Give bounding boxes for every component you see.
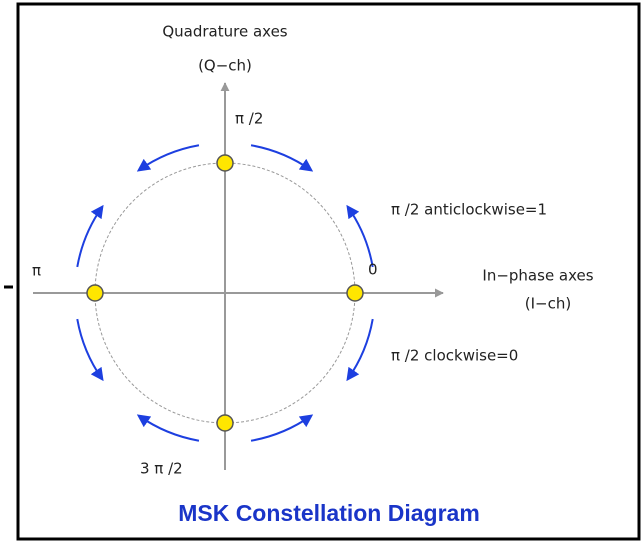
diagram-title: MSK Constellation Diagram <box>178 500 480 526</box>
transition-arrow <box>76 318 104 382</box>
rule-label: π /2 clockwise=0 <box>391 347 518 365</box>
point <box>216 154 234 172</box>
q-axis-label: Quadrature axes <box>162 23 287 41</box>
point <box>346 284 364 302</box>
transition-arrow <box>250 144 314 172</box>
q-axis-sublabel: (Q−ch) <box>198 57 252 75</box>
i-axis-label: In−phase axes <box>482 267 593 285</box>
transition-arrow <box>250 414 314 442</box>
frame <box>16 2 641 541</box>
transition-arrow <box>346 318 374 382</box>
point <box>216 414 234 432</box>
phase-label: 3 π /2 <box>140 460 183 478</box>
i-axis-sublabel: (I−ch) <box>525 295 571 313</box>
phase-label: π /2 <box>235 110 263 128</box>
transition-arrow <box>76 204 104 268</box>
phase-label: 0 <box>368 261 378 279</box>
rule-label: π /2 anticlockwise=1 <box>391 201 547 219</box>
transition-arrow <box>136 414 200 442</box>
transition-arrow <box>346 204 374 268</box>
transition-arrow <box>136 144 200 172</box>
transition-arrows <box>76 144 374 442</box>
phase-label: π <box>32 262 41 280</box>
point <box>86 284 104 302</box>
